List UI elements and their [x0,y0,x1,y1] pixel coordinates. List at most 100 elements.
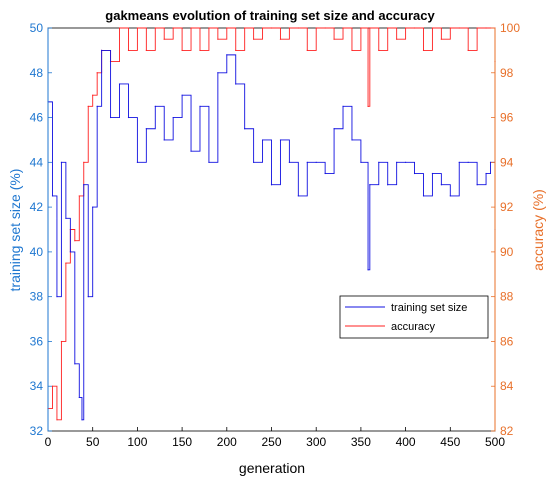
series-layer [47,27,496,421]
data-point-accuracy [485,27,487,29]
y-left-tick-label: 44 [30,155,44,169]
data-point-accuracy [96,72,98,74]
data-point-training [154,105,156,107]
data-point-training [118,83,121,85]
y-left-tick-label: 50 [30,21,44,35]
data-point-training [208,161,210,163]
data-point-training [270,184,273,186]
data-point-accuracy [449,27,451,29]
data-point-accuracy [60,340,63,343]
data-point-accuracy [208,27,210,29]
data-point-training [244,128,246,130]
y-left-tick-label: 48 [30,66,44,80]
legend-box [339,295,489,339]
x-tick-label: 150 [172,435,192,449]
y-left-tick-label: 38 [30,290,44,304]
data-point-training [172,116,174,119]
data-point-training [367,269,369,271]
data-point-training [92,206,94,208]
data-point-training [449,195,451,197]
data-point-accuracy [181,49,183,51]
x-tick-label: 400 [396,435,416,449]
y-axis-right-label: accuracy (%) [530,189,546,271]
y-right-tick-label: 98 [500,66,514,80]
legend-label-training: training set size [391,302,467,314]
data-point-accuracy [92,94,94,96]
data-point-accuracy [458,27,460,29]
data-point-accuracy [396,38,398,40]
x-tick-label: 250 [261,435,281,449]
data-point-training [60,161,63,163]
data-point-training [78,396,80,399]
x-tick-label: 200 [217,435,237,449]
data-point-training [324,172,326,175]
data-point-accuracy [136,27,138,29]
data-point-accuracy [190,27,192,29]
data-point-training [56,296,58,298]
data-point-accuracy [351,49,353,51]
data-point-accuracy [333,38,335,40]
x-tick-label: 500 [485,435,505,449]
data-point-training [96,105,98,107]
data-point-accuracy [476,27,478,29]
data-point-training [351,139,353,141]
plot-area [47,27,496,432]
data-point-accuracy [360,27,362,29]
data-point-training [288,161,290,163]
y-right-tick-label: 90 [500,245,514,259]
data-point-training [74,363,76,365]
data-point-training [69,251,71,253]
data-point-training [396,161,398,163]
data-point-accuracy [324,27,326,29]
data-point-training [145,128,147,130]
data-point-accuracy [422,49,425,51]
data-point-training [163,139,165,141]
data-point-training [413,172,416,175]
data-point-training [306,161,308,163]
axis-layer: 0 50 100 150 200 250 300 350 400 450 500 32 34 36 38 40… [30,21,521,449]
series-line-training [48,49,496,421]
data-point-accuracy [65,262,67,264]
data-point-training [253,161,255,163]
data-point-accuracy [440,38,442,40]
x-axis-label: generation [239,460,305,476]
data-point-training [315,161,317,163]
data-point-training [458,161,460,163]
y-right-tick-label: 84 [500,379,514,393]
y-left-tick-label: 46 [30,111,44,125]
data-point-training [101,49,103,51]
data-point-training [279,139,282,141]
data-point-training [378,161,380,163]
y-left-tick-label: 32 [30,424,44,438]
data-point-accuracy [431,27,434,29]
data-point-accuracy [253,38,255,40]
data-point-training [235,83,237,85]
data-point-training [333,128,335,130]
data-point-accuracy [74,240,76,242]
y-left-tick-label: 40 [30,245,44,259]
x-tick-label: 50 [86,435,100,449]
data-point-accuracy [369,27,371,29]
data-point-training [467,161,469,163]
data-point-training [87,296,89,298]
x-tick-label: 450 [440,435,460,449]
data-point-accuracy [118,27,121,29]
x-tick-label: 0 [45,435,52,449]
data-point-accuracy [145,49,147,51]
data-point-accuracy [467,49,469,51]
data-point-accuracy [279,38,282,40]
data-point-accuracy [163,38,165,40]
data-point-training [387,184,389,186]
y-right-tick-label: 88 [500,290,514,304]
data-point-accuracy [367,105,369,107]
data-point-accuracy [226,27,228,29]
data-point-training [476,184,478,186]
y-axis-left-label: training set size (%) [7,169,23,292]
data-point-accuracy [261,27,264,29]
data-point-accuracy [217,38,219,40]
data-point-training [81,419,83,421]
y-right-tick-label: 94 [500,155,514,169]
y-left-tick-label: 34 [30,379,44,393]
data-point-accuracy [56,419,58,421]
